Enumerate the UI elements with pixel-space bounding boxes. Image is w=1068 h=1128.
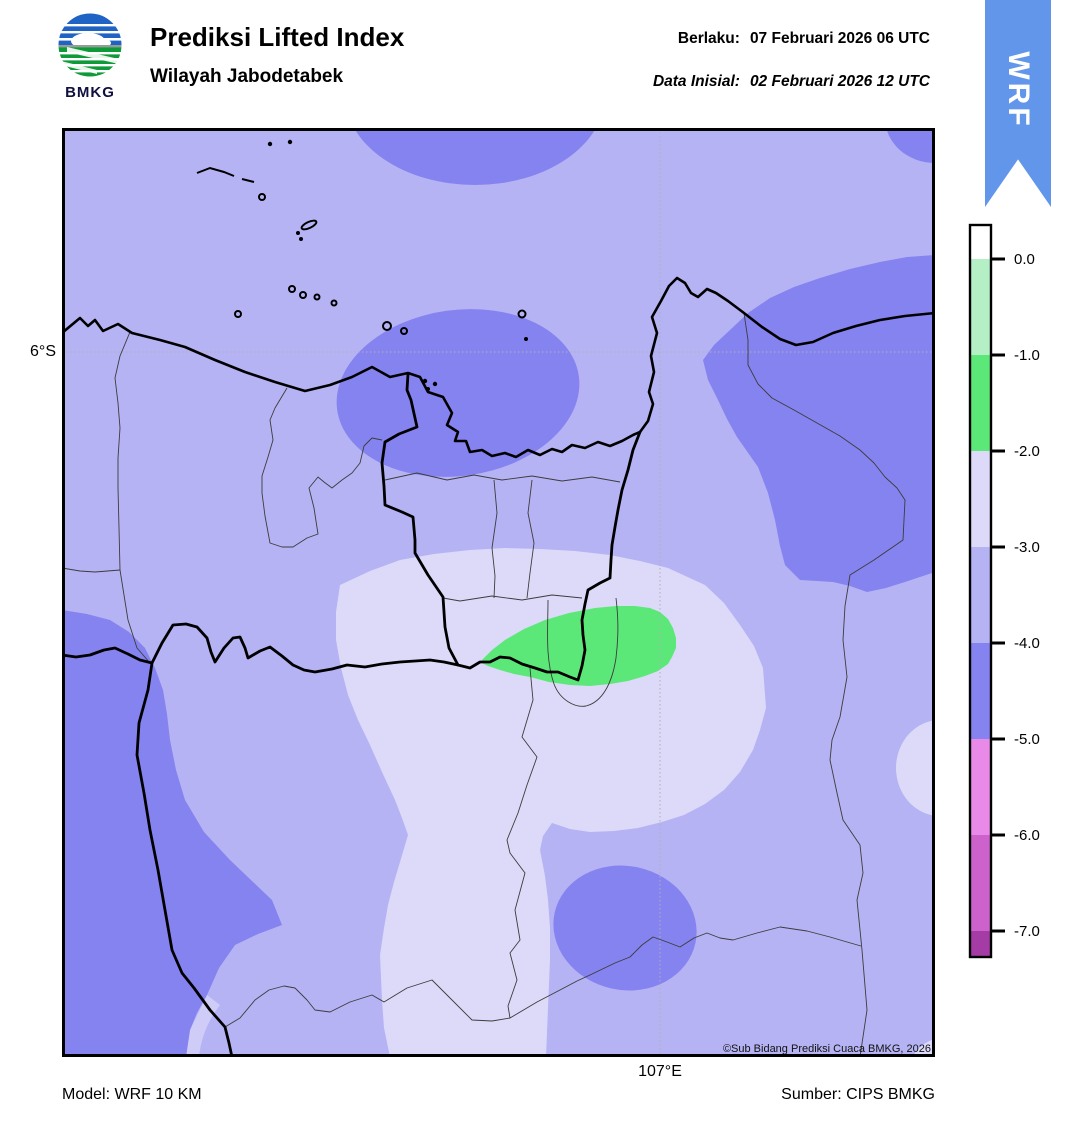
- lat-axis-label: 6°S: [30, 343, 56, 360]
- bmkg-logo-icon: [57, 12, 123, 78]
- regency-boundary: [743, 312, 906, 1057]
- colorbar-segment: [970, 835, 991, 931]
- island-icon: [299, 237, 303, 241]
- regency-boundary: [506, 667, 538, 1019]
- colorbar-segment: [970, 739, 991, 835]
- regency-boundaries: [62, 312, 906, 1057]
- colorbar-segments: [970, 225, 991, 957]
- province-boundaries: [62, 372, 642, 1057]
- colorbar-tick-label: -3.0: [1014, 539, 1040, 556]
- contour-region-pale-central: [336, 548, 766, 1057]
- colorbar-ticks: 0.0 -1.0 -2.0 -3.0 -4.0 -5.0 -6.0 -7.0: [991, 251, 1040, 940]
- island-icon: [258, 193, 266, 201]
- colorbar: 0.0 -1.0 -2.0 -3.0 -4.0 -5.0 -6.0 -7.0: [968, 223, 1040, 959]
- init-time-label: Data Inisial:: [652, 73, 740, 90]
- regency-boundary: [547, 597, 619, 707]
- valid-time-value: 07 Februari 2026 06 UTC: [749, 30, 930, 47]
- island-icon: [234, 310, 242, 318]
- valid-time-line: Berlaku: 07 Februari 2026 06 UTC: [678, 30, 930, 48]
- forecast-map: ©Sub Bidang Prediksi Cuaca BMKG, 2026: [62, 128, 935, 1057]
- init-time-value: 02 Februari 2026 12 UTC: [749, 73, 930, 90]
- map-copyright: ©Sub Bidang Prediksi Cuaca BMKG, 2026: [723, 1043, 931, 1055]
- colorbar-segment: [970, 259, 991, 355]
- contour-region-dark-east: [703, 255, 935, 592]
- init-time-line: Data Inisial: 02 Februari 2026 12 UTC: [653, 73, 930, 91]
- colorbar-tick-label: -2.0: [1014, 443, 1040, 460]
- regency-boundary: [442, 594, 583, 602]
- contour-region-dark-top: [354, 128, 596, 185]
- model-label: Model: WRF 10 KM: [62, 1086, 202, 1103]
- island-icon: [432, 381, 438, 387]
- island-icon: [299, 291, 307, 299]
- colorbar-segment: [970, 355, 991, 451]
- regency-boundary: [224, 926, 862, 1028]
- island-icon: [422, 378, 428, 384]
- province-boundary-jakarta: [380, 372, 642, 682]
- colorbar-segment: [970, 931, 991, 957]
- island-icon: [400, 327, 408, 335]
- page-subtitle: Wilayah Jabodetabek: [150, 66, 344, 87]
- colorbar-tick-label: 0.0: [1014, 251, 1035, 268]
- colorbar-tick-label: -6.0: [1014, 827, 1040, 844]
- wrf-ribbon-label: WRF: [1002, 51, 1035, 129]
- contour-region-dark-west: [62, 610, 282, 1057]
- colorbar-tick-label: -1.0: [1014, 347, 1040, 364]
- contour-region-pale-right: [896, 720, 935, 816]
- regency-boundary: [526, 479, 535, 599]
- province-boundary-banten-east: [150, 622, 460, 674]
- island-icon: [241, 178, 255, 183]
- source-label: Sumber: CIPS BMKG: [781, 1086, 935, 1103]
- contour-fills: [62, 128, 935, 1057]
- colorbar-segment: [970, 451, 991, 547]
- islands: [196, 139, 528, 391]
- bmkg-logo-label: BMKG: [65, 84, 115, 101]
- island-icon: [426, 387, 430, 391]
- colorbar-segment: [970, 547, 991, 643]
- province-boundary-banten: [62, 646, 234, 1057]
- lon-axis-label: 107°E: [638, 1063, 682, 1080]
- coastline: [62, 276, 935, 459]
- valid-time-label: Berlaku:: [677, 30, 740, 47]
- contour-region-dark-topright: [886, 128, 935, 163]
- regency-boundary: [261, 387, 383, 548]
- colorbar-tick-label: -5.0: [1014, 731, 1040, 748]
- island-icon: [300, 219, 318, 231]
- regency-boundary: [114, 331, 151, 664]
- island-icon: [330, 299, 338, 307]
- colorbar-segment: [970, 225, 991, 259]
- page-title: Prediksi Lifted Index: [150, 22, 405, 52]
- island-icon: [313, 293, 321, 301]
- contour-region-dark-south: [553, 865, 697, 991]
- regency-boundary: [491, 479, 498, 599]
- colorbar-frame: [968, 223, 993, 959]
- gridlines: [62, 128, 935, 1057]
- island-icon: [287, 139, 293, 145]
- island-icon: [524, 337, 528, 341]
- island-icon: [288, 285, 296, 293]
- contour-region-pale-corner: [912, 1038, 935, 1057]
- colorbar-tick-label: -4.0: [1014, 635, 1040, 652]
- bmkg-logo: BMKG: [55, 12, 125, 101]
- island-icon: [296, 231, 300, 235]
- island-icon: [267, 141, 273, 147]
- island-icon: [382, 321, 392, 331]
- island-icon: [196, 166, 235, 177]
- regency-boundary: [384, 472, 621, 483]
- colorbar-segment: [970, 643, 991, 739]
- island-icon: [517, 309, 527, 319]
- regency-boundary: [62, 567, 121, 573]
- colorbar-tick-label: -7.0: [1014, 923, 1040, 940]
